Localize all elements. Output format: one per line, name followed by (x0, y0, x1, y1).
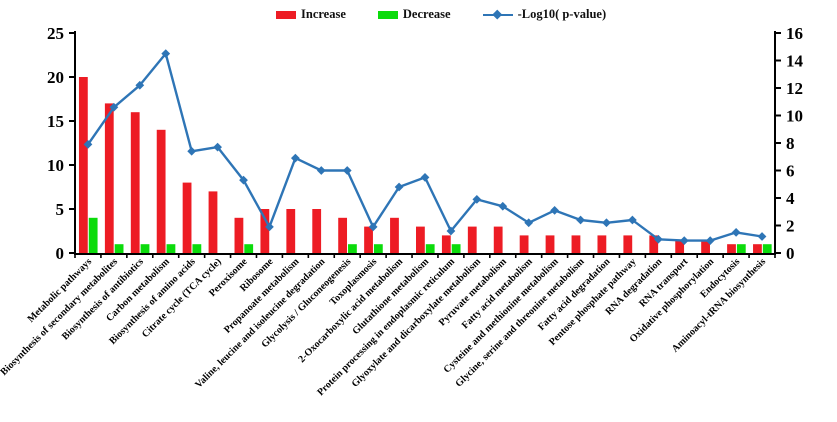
bar-increase (441, 235, 451, 253)
bar-increase (286, 209, 296, 253)
decrease-swatch-icon (377, 10, 398, 19)
logp-point (446, 226, 456, 236)
logp-point (602, 218, 611, 228)
bar-increase (182, 182, 192, 253)
logp-point (187, 146, 197, 156)
logp-point (705, 236, 715, 246)
legend-item-decrease: Decrease (377, 7, 451, 22)
bar-increase (649, 235, 659, 253)
bar-increase (78, 77, 88, 253)
bar-increase (338, 217, 348, 253)
logp-line-marker-icon (482, 9, 513, 20)
y-right-tick-label: 2 (786, 217, 795, 236)
y-left-tick-label: 0 (56, 244, 65, 263)
bar-increase (675, 239, 685, 253)
bar-increase (390, 217, 399, 253)
bar-decrease (192, 244, 202, 253)
bar-increase (260, 209, 270, 253)
bar-increase (104, 103, 114, 254)
bar-increase (156, 129, 166, 253)
bar-decrease (88, 217, 98, 253)
legend-logp-label: -Log10( p-value) (517, 7, 607, 21)
logp-point (628, 215, 637, 225)
bar-increase (571, 235, 581, 253)
y-right-tick-label: 8 (786, 134, 795, 153)
increase-swatch-icon (276, 10, 296, 19)
logp-point (731, 227, 741, 237)
bar-decrease (762, 244, 772, 253)
logp-point (368, 222, 378, 232)
bar-increase (519, 235, 529, 253)
bar-increase (623, 235, 633, 253)
logp-point (653, 234, 663, 244)
y-right-tick-label: 6 (786, 162, 795, 181)
logp-point (316, 166, 326, 175)
bar-increase (753, 244, 762, 253)
bar-increase (208, 191, 218, 253)
bar-decrease (244, 244, 254, 253)
y-right-tick-label: 4 (786, 189, 795, 208)
y-right-tick-label: 12 (786, 79, 803, 98)
logp-point (498, 201, 508, 211)
bar-decrease (348, 244, 357, 253)
bar-decrease (736, 244, 746, 253)
y-left-tick-label: 5 (56, 200, 65, 219)
y-right-tick-label: 0 (786, 244, 795, 263)
bar-increase (597, 235, 607, 253)
y-right-tick-label: 14 (786, 52, 804, 71)
logp-point (290, 153, 300, 163)
bar-decrease (166, 244, 176, 253)
logp-point (265, 222, 274, 232)
legend-decrease-label: Decrease (402, 7, 451, 21)
bar-increase (701, 239, 710, 253)
bar-increase (467, 226, 477, 253)
logp-point (394, 182, 404, 192)
logp-point (472, 194, 482, 204)
y-left-tick-label: 15 (47, 112, 64, 131)
bar-decrease (140, 244, 150, 253)
x-category-label: Biosynthesis of secondary metabolites (0, 256, 120, 378)
bar-increase (234, 217, 244, 253)
bar-increase (727, 244, 736, 253)
y-left-tick-label: 10 (47, 156, 64, 175)
logp-point (757, 232, 767, 241)
y-left-tick-label: 20 (47, 68, 64, 87)
logp-point (342, 166, 352, 175)
bar-decrease (373, 244, 383, 253)
y-left-tick-label: 25 (47, 24, 64, 43)
y-right-tick-label: 10 (786, 107, 803, 126)
bar-increase (364, 226, 373, 253)
bar-increase (416, 226, 425, 253)
logp-point (524, 218, 534, 228)
legend-item-increase: Increase (276, 7, 346, 22)
y-right-tick-label: 16 (786, 24, 803, 43)
bar-increase (545, 235, 555, 253)
logp-point (679, 236, 689, 246)
logp-point (576, 215, 585, 225)
bar-decrease (425, 244, 435, 253)
chart-legend: Increase Decrease -Log10( p-value) (276, 7, 606, 22)
bar-decrease (451, 244, 461, 253)
bar-increase (130, 112, 140, 253)
legend-item-logp: -Log10( p-value) (482, 7, 607, 22)
legend-increase-label: Increase (301, 7, 346, 21)
bar-increase (312, 209, 322, 253)
bar-increase (493, 226, 503, 253)
logp-point (550, 205, 560, 215)
bar-decrease (114, 244, 124, 253)
logp-point (420, 172, 430, 182)
